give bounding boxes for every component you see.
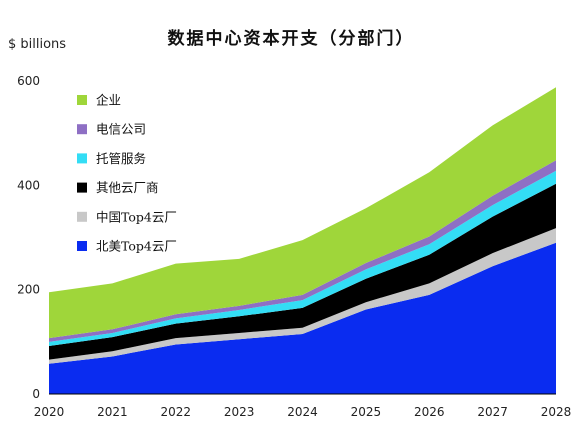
- area-series-2: [49, 183, 556, 360]
- y-tick-label: 0: [32, 387, 40, 401]
- legend-label: 电信公司: [96, 122, 146, 137]
- legend-label: 北美Top4云厂: [96, 239, 177, 254]
- x-tick-label: 2021: [97, 405, 128, 419]
- x-tick-label: 2025: [351, 405, 382, 419]
- legend-swatch: [77, 153, 87, 164]
- legend-swatch: [77, 241, 87, 251]
- area-series-5: [49, 87, 556, 339]
- x-tick-label: 2024: [287, 405, 318, 419]
- x-tick-label: 2028: [541, 405, 572, 419]
- x-tick-label: 2023: [224, 405, 255, 419]
- y-axis-label: $ billions: [8, 37, 66, 52]
- x-tick-label: 2020: [34, 405, 65, 419]
- legend-label: 托管服务: [96, 151, 146, 166]
- x-tick-label: 2027: [477, 405, 508, 419]
- legend-swatch: [77, 95, 87, 105]
- y-tick-label: 600: [17, 74, 40, 88]
- x-tick-label: 2026: [414, 405, 445, 419]
- legend-label: 其他云厂商: [96, 180, 159, 195]
- x-axis-ticks: 2020 2021 2022 2023 2024 2025 2026 2027 2028: [34, 405, 572, 419]
- y-tick-label: 200: [17, 283, 40, 297]
- legend-label: 中国Top4云厂: [96, 209, 177, 224]
- legend-swatch: [77, 124, 87, 135]
- y-tick-label: 400: [17, 178, 40, 192]
- x-tick-label: 2022: [160, 405, 191, 419]
- chart-title: 数据中心资本开支（分部门）: [168, 28, 415, 49]
- legend-swatch: [77, 211, 87, 222]
- area-series-0: [49, 242, 556, 394]
- y-axis-ticks: 0 200 400 600: [17, 74, 40, 401]
- area-layers: [49, 87, 556, 394]
- legend-swatch: [77, 182, 87, 193]
- legend-label: 企业: [96, 93, 121, 108]
